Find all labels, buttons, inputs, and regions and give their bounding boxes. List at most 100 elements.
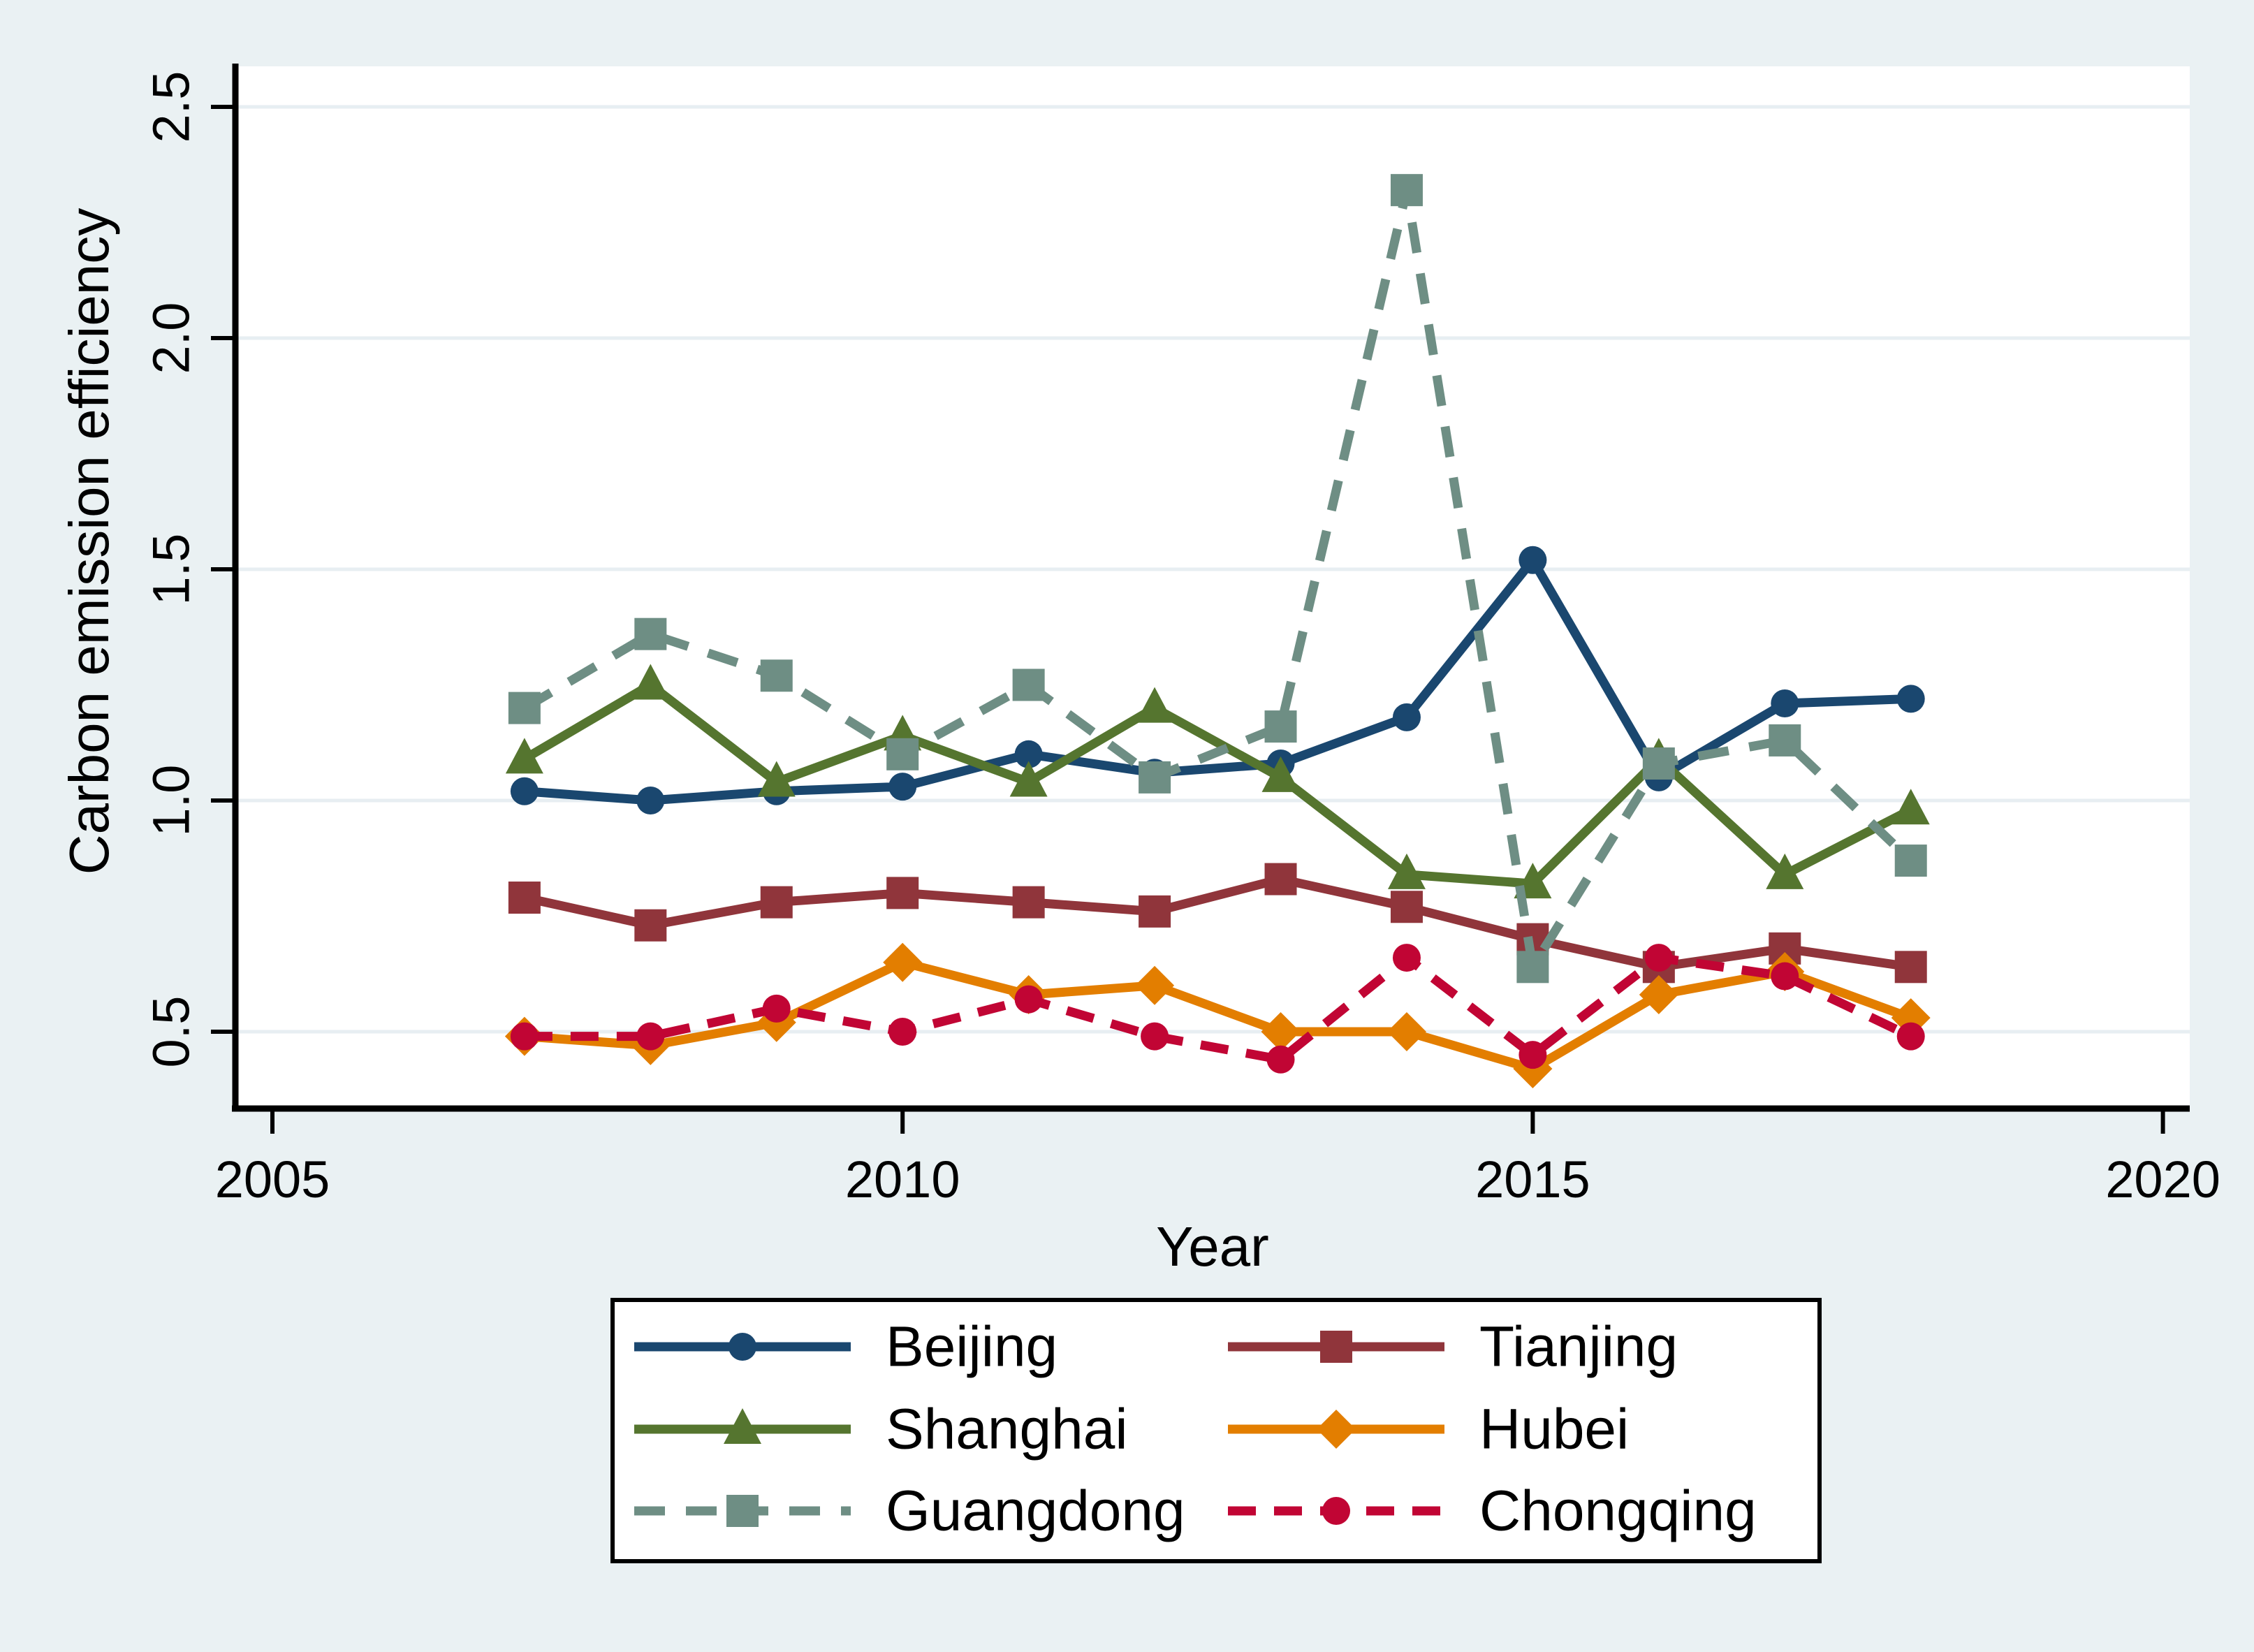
data-series [504,174,1931,1088]
shanghai-marker [757,761,796,797]
legend-item-guangdong: Guangdong [634,1479,1185,1543]
chongqing-marker [762,994,791,1023]
hubei-marker [1386,1012,1426,1051]
shanghai-marker [1387,853,1426,889]
hubei-marker [1135,965,1175,1005]
shanghai-line [522,679,1913,889]
axis-tick-labels: 0.5 1.0 1.5 2.0 2.5 2005 2010 2015 2020 [142,71,2220,1208]
tianjing-marker [1390,891,1423,923]
legend-circle-icon [729,1333,756,1361]
chongqing-marker [888,1018,917,1046]
chongqing-marker [636,1022,665,1051]
shanghai-marker [1261,756,1300,792]
tianjing-marker [1264,863,1297,896]
guangdong-marker [1390,174,1423,207]
chongqing-marker [1266,1045,1295,1074]
chongqing-marker [1644,944,1673,972]
guangdong-line [522,189,1915,980]
beijing-marker [888,773,917,801]
legend-label: Guangdong [886,1479,1185,1543]
guangdong-marker [886,738,919,770]
legend-item-tianjing: Tianjing [1228,1315,1678,1379]
beijing-marker [1771,689,1799,717]
guangdong-marker [1769,724,1801,756]
guangdong-marker [1894,845,1927,877]
y-tick-label: 2.5 [142,71,200,143]
shanghai-marker [1891,789,1930,825]
chongqing-marker [1518,1041,1547,1069]
legend-circle-icon [1322,1497,1350,1525]
legend-item-chongqing: Chongqing [1228,1479,1757,1543]
legend-diamond-icon [1317,1410,1356,1449]
beijing-marker [1392,703,1421,731]
beijing-marker [510,777,539,805]
x-axis-title: Year [1156,1215,1269,1278]
legend-label: Chongqing [1479,1479,1757,1543]
y-tick-label: 0.5 [142,996,200,1068]
beijing-line [524,552,1911,805]
chongqing-marker [1014,985,1043,1014]
hubei-marker [1261,1012,1301,1051]
legend-label: Beijing [886,1315,1058,1379]
tianjing-marker [508,882,541,914]
x-tick-label: 2015 [1475,1150,1590,1208]
legend-triangle-icon [724,1408,761,1444]
gridlines [235,105,2190,1034]
legend-label: Shanghai [886,1398,1128,1461]
plot-area [235,66,2190,1109]
guangdong-marker [1139,761,1171,794]
legend-item-hubei: Hubei [1228,1398,1629,1461]
tianjing-marker [1139,895,1171,928]
shanghai-marker [1009,761,1048,797]
series-chongqing [510,944,1925,1074]
legend-item-shanghai: Shanghai [634,1398,1128,1461]
chongqing-marker [510,1022,539,1051]
beijing-marker [1518,546,1547,574]
tianjing-marker [1894,951,1927,984]
legend-label: Hubei [1479,1398,1629,1461]
guangdong-marker [1516,951,1549,984]
shanghai-marker [1136,687,1174,723]
legend-square-icon [726,1495,759,1527]
legend-label: Tianjing [1479,1315,1678,1379]
guangdong-marker [1264,710,1297,743]
beijing-marker [636,787,665,814]
tianjing-marker [886,877,919,909]
tianjing-marker [1012,886,1045,919]
shanghai-marker [505,738,543,774]
hubei-marker [1639,975,1678,1015]
axis-ticks [211,105,2165,1134]
x-tick-label: 2020 [2105,1150,2220,1208]
y-tick-label: 1.0 [142,765,200,837]
guangdong-marker [634,617,667,650]
y-tick-label: 2.0 [142,302,200,374]
legend-item-beijing: Beijing [634,1315,1058,1379]
series-tianjing [508,863,1927,984]
guangdong-marker [1642,747,1675,780]
tianjing-marker [760,886,793,919]
legend-box: Beijing Tianjing Shanghai Hubei Guangdong Cho… [610,1298,1822,1563]
y-tick-label: 1.5 [142,534,200,606]
x-tick-label: 2010 [845,1150,960,1208]
x-tick-label: 2005 [215,1150,330,1208]
shanghai-marker [1766,853,1804,889]
guangdong-marker [1012,668,1045,701]
series-guangdong [508,174,1927,984]
hubei-marker [883,942,923,982]
beijing-marker [1014,740,1043,768]
y-axis-title: Carbon emission efficiency [58,208,120,875]
chongqing-marker [1896,1022,1925,1051]
legend-square-icon [1320,1331,1352,1363]
shanghai-marker [631,664,670,700]
chongqing-line [524,951,1913,1065]
tianjing-marker [634,909,667,942]
guangdong-marker [508,692,541,724]
axes [232,64,2190,1112]
chongqing-marker [1771,962,1799,991]
chongqing-marker [1392,944,1421,972]
guangdong-marker [760,659,793,692]
tianjing-line [523,874,1912,972]
chongqing-marker [1141,1022,1169,1051]
